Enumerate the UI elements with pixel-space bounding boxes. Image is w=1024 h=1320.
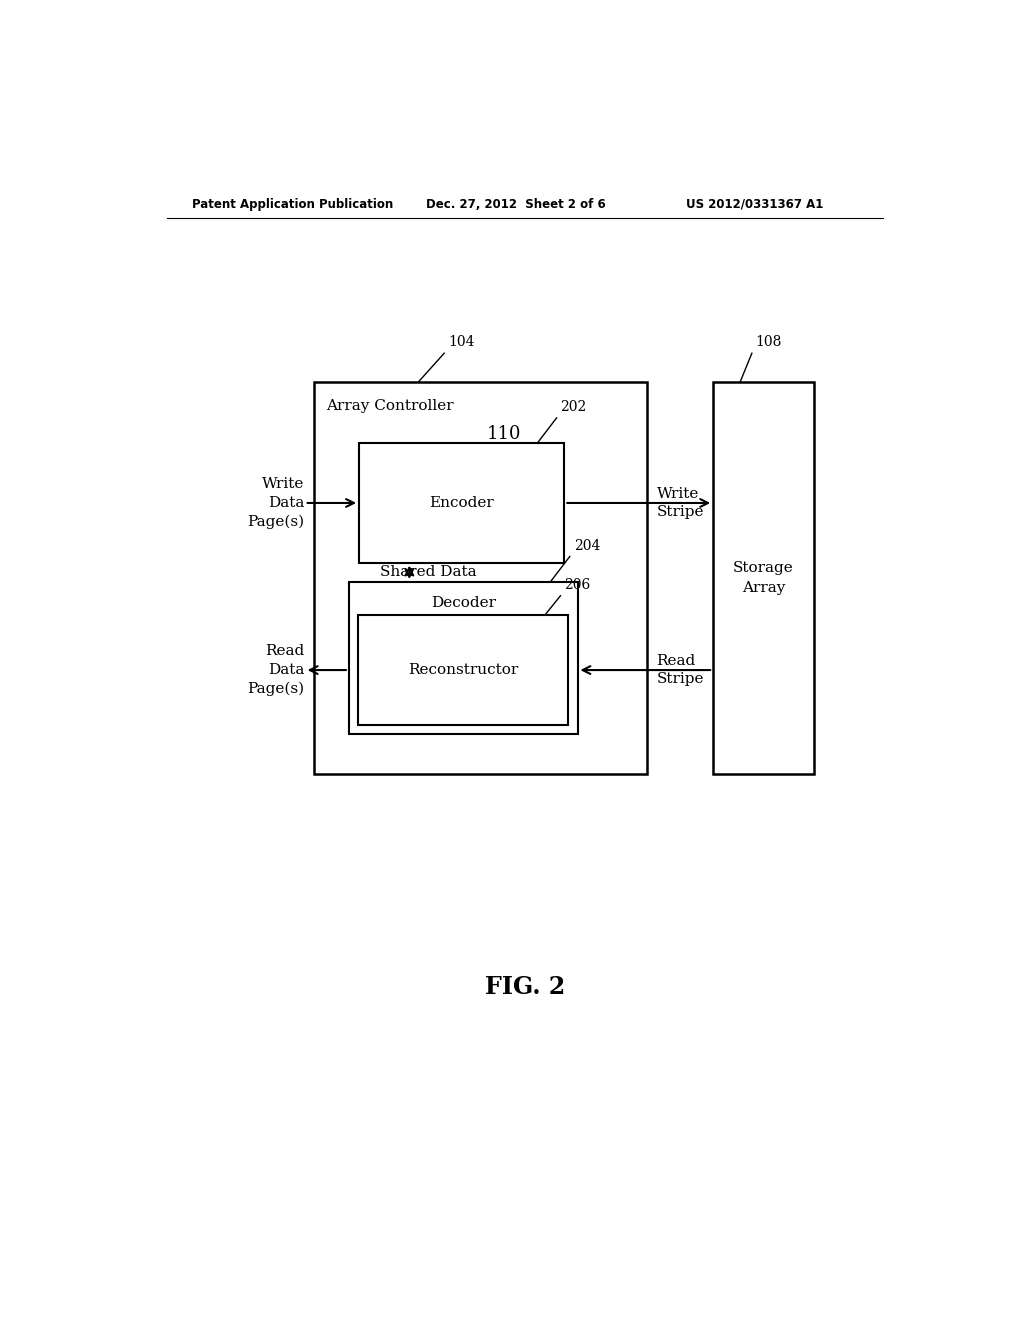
Text: Decoder: Decoder [431,595,496,610]
Text: Storage
Array: Storage Array [733,561,794,595]
Text: 104: 104 [449,335,474,350]
Bar [359,444,564,562]
Text: 206: 206 [564,578,591,591]
Text: Patent Application Publication: Patent Application Publication [191,198,393,211]
Text: Read
Stripe: Read Stripe [656,653,705,686]
Text: Write
Stripe: Write Stripe [656,487,705,519]
Text: 108: 108 [756,335,782,350]
Bar [358,615,568,725]
Text: Write
Data
Page(s): Write Data Page(s) [248,478,305,528]
Text: US 2012/0331367 A1: US 2012/0331367 A1 [686,198,823,211]
Text: Shared Data: Shared Data [380,565,476,579]
Bar [713,381,814,775]
Text: Dec. 27, 2012  Sheet 2 of 6: Dec. 27, 2012 Sheet 2 of 6 [426,198,606,211]
Text: Encoder: Encoder [429,496,494,510]
Text: 110: 110 [486,425,521,444]
Text: Read
Data
Page(s): Read Data Page(s) [248,644,305,696]
Bar [349,582,578,734]
Text: Reconstructor: Reconstructor [408,663,518,677]
Text: Array Controller: Array Controller [326,399,454,413]
Text: FIG. 2: FIG. 2 [484,974,565,999]
Bar [314,381,647,775]
Text: 202: 202 [560,400,587,414]
Text: 204: 204 [573,539,600,553]
